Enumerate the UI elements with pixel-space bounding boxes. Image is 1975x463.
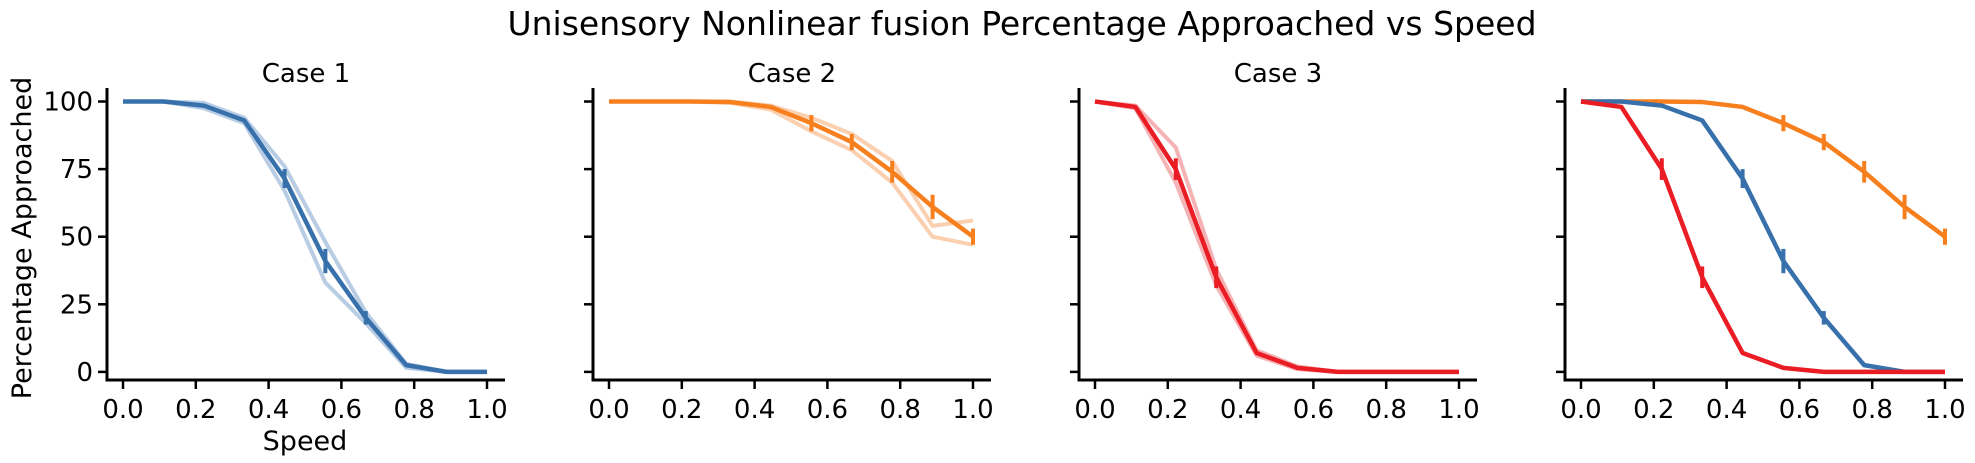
x-tick-label: 0.8 <box>1852 395 1893 425</box>
x-tick-label: 0.2 <box>1633 395 1674 425</box>
y-tick-label: 0 <box>76 358 93 388</box>
series-line-case2 <box>609 99 975 239</box>
panel-title: Case 2 <box>748 59 836 89</box>
panel-4: 0.0 0.2 0.4 0.6 0.8 1.0 <box>1556 88 1966 425</box>
figure-title: Unisensory Nonlinear fusion Percentage A… <box>507 4 1536 43</box>
x-tick-label: 0.4 <box>1220 395 1261 425</box>
panel-title: Case 3 <box>1234 59 1322 89</box>
x-tick-label: 0.2 <box>175 395 216 425</box>
x-tick-label: 0.0 <box>102 395 143 425</box>
y-tick-label: 100 <box>43 88 93 118</box>
y-tick-label: 75 <box>60 155 93 185</box>
x-tick-label: 0.0 <box>1074 395 1115 425</box>
faint-run-line <box>1094 99 1459 374</box>
panel-2: Case 2 0.0 0.2 0.4 0.6 0.8 1.0 <box>584 59 994 425</box>
x-tick-label: 0.6 <box>321 395 362 425</box>
series-line-case3 <box>1094 99 1459 375</box>
series-line-case1 <box>123 99 487 375</box>
x-tick-label: 0.6 <box>1293 395 1334 425</box>
x-tick-label: 0.8 <box>880 395 921 425</box>
x-tick-label: 0.4 <box>1706 395 1747 425</box>
y-tick-label: 25 <box>60 290 93 320</box>
x-tick-label: 1.0 <box>466 395 507 425</box>
x-tick-label: 0.4 <box>734 395 775 425</box>
x-axis-label: Speed <box>263 426 348 457</box>
x-tick-label: 0.2 <box>1147 395 1188 425</box>
x-tick-label: 0.8 <box>394 395 435 425</box>
x-tick-label: 1.0 <box>1924 395 1965 425</box>
x-tick-label: 1.0 <box>1438 395 1479 425</box>
faint-run-line <box>1094 99 1459 374</box>
x-tick-label: 0.4 <box>248 395 289 425</box>
x-tick-label: 1.0 <box>952 395 993 425</box>
faint-run-line <box>609 99 974 247</box>
panel-3: Case 3 0.0 0.2 0.4 0.6 0.8 1.0 <box>1070 59 1480 425</box>
series-line-case1 <box>1581 99 1945 375</box>
faint-run-line <box>123 99 487 374</box>
x-tick-label: 0.8 <box>1366 395 1407 425</box>
x-tick-label: 0.6 <box>807 395 848 425</box>
x-tick-label: 0.6 <box>1779 395 1820 425</box>
x-tick-label: 0.2 <box>661 395 702 425</box>
panel-title: Case 1 <box>262 59 350 89</box>
panel-1: Case 1 0 25 50 75 100 0.0 0.2 0.4 0.6 0.8 1.0 <box>43 59 507 425</box>
series-line-case3 <box>1580 99 1945 375</box>
x-tick-label: 0.0 <box>588 395 629 425</box>
y-tick-label: 50 <box>60 223 93 253</box>
x-tick-label: 0.0 <box>1560 395 1601 425</box>
y-axis-label: Percentage Approached <box>7 77 38 400</box>
